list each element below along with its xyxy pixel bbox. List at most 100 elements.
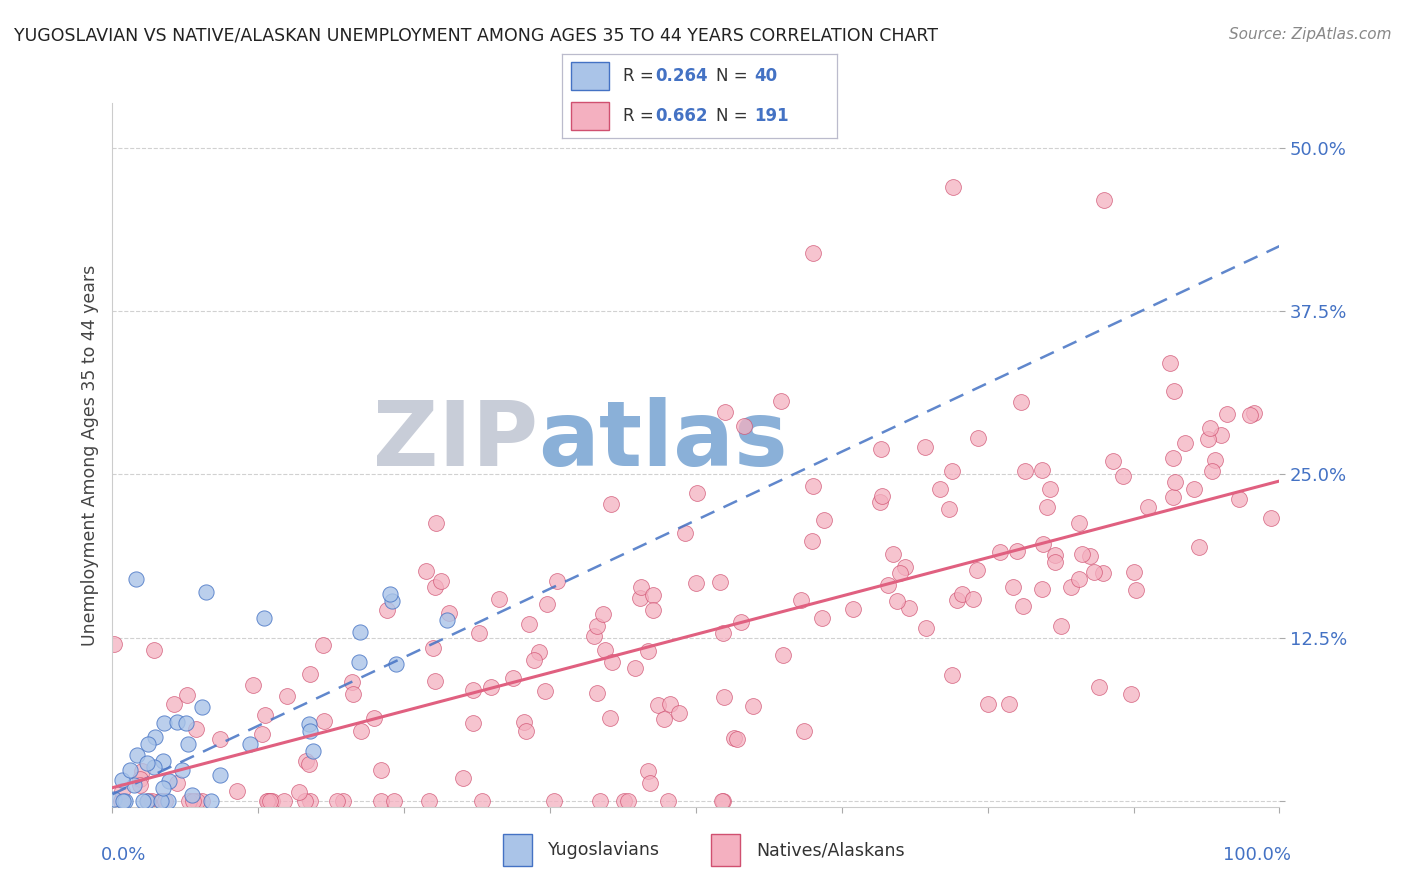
Point bbox=[110, 773, 132, 788]
Point bbox=[1005, 544, 1028, 558]
Point bbox=[152, 780, 174, 795]
Point bbox=[208, 768, 231, 782]
Point bbox=[585, 686, 607, 700]
Point bbox=[641, 588, 664, 602]
Point bbox=[253, 611, 276, 625]
Point bbox=[652, 712, 675, 726]
Point bbox=[176, 689, 198, 703]
Point bbox=[536, 597, 558, 611]
Point bbox=[451, 771, 474, 785]
Text: R =: R = bbox=[623, 107, 659, 125]
Point bbox=[1001, 580, 1024, 594]
Point bbox=[599, 497, 621, 511]
Text: N =: N = bbox=[716, 107, 752, 125]
Point bbox=[128, 772, 150, 786]
Point bbox=[1199, 421, 1222, 435]
Point bbox=[711, 626, 734, 640]
Point bbox=[436, 614, 458, 628]
Point bbox=[1163, 451, 1185, 466]
Point bbox=[111, 784, 134, 798]
Point bbox=[543, 794, 565, 808]
Point bbox=[342, 687, 364, 701]
Point bbox=[583, 629, 606, 643]
Point bbox=[769, 393, 792, 408]
Point bbox=[1088, 681, 1111, 695]
Text: N =: N = bbox=[716, 68, 752, 86]
Point bbox=[174, 715, 197, 730]
Point bbox=[186, 794, 208, 808]
Point bbox=[301, 744, 323, 758]
Point bbox=[166, 776, 188, 790]
Point bbox=[647, 698, 669, 713]
Point bbox=[163, 698, 186, 712]
Point bbox=[294, 794, 316, 808]
Point bbox=[502, 671, 524, 685]
Point bbox=[988, 545, 1011, 559]
Point bbox=[381, 594, 404, 608]
Point bbox=[929, 483, 952, 497]
Point bbox=[898, 600, 921, 615]
Point bbox=[200, 794, 222, 808]
Point bbox=[513, 715, 536, 730]
Point bbox=[657, 794, 679, 808]
Point bbox=[294, 754, 316, 768]
Point bbox=[384, 794, 406, 808]
Point bbox=[813, 513, 835, 527]
Point bbox=[772, 648, 794, 663]
Point bbox=[1060, 581, 1083, 595]
Point bbox=[1227, 492, 1250, 507]
Point bbox=[1136, 500, 1159, 515]
Point bbox=[1067, 516, 1090, 530]
Point bbox=[157, 774, 180, 789]
Point bbox=[711, 794, 734, 808]
Point bbox=[191, 700, 214, 714]
Point bbox=[709, 574, 731, 589]
Point bbox=[1163, 490, 1185, 504]
Point bbox=[1123, 566, 1146, 580]
Point bbox=[686, 485, 709, 500]
Point bbox=[488, 592, 510, 607]
FancyBboxPatch shape bbox=[711, 835, 740, 865]
Point bbox=[1035, 500, 1057, 514]
Point bbox=[132, 794, 155, 808]
Point bbox=[950, 586, 973, 600]
Text: 0.264: 0.264 bbox=[655, 68, 709, 86]
Point bbox=[288, 785, 311, 799]
Point bbox=[375, 603, 398, 617]
Point bbox=[889, 566, 911, 580]
Point bbox=[938, 502, 960, 516]
Point bbox=[415, 564, 437, 578]
Point bbox=[179, 794, 201, 808]
Point bbox=[298, 716, 321, 731]
Point bbox=[250, 727, 273, 741]
Point bbox=[595, 643, 617, 657]
Point bbox=[1188, 540, 1211, 554]
Point bbox=[120, 763, 142, 777]
Point bbox=[637, 764, 659, 778]
Point bbox=[150, 794, 173, 808]
Point bbox=[945, 593, 967, 607]
Text: Yugoslavians: Yugoslavians bbox=[548, 841, 659, 859]
Point bbox=[114, 794, 136, 808]
Point bbox=[380, 586, 402, 600]
Point bbox=[877, 577, 900, 591]
Point bbox=[314, 714, 336, 729]
Point bbox=[966, 563, 988, 577]
Point bbox=[641, 603, 664, 617]
Point bbox=[254, 708, 277, 723]
Point bbox=[1045, 555, 1067, 569]
Point bbox=[1174, 436, 1197, 450]
Point bbox=[967, 431, 990, 445]
Point bbox=[124, 778, 146, 792]
Point bbox=[156, 794, 179, 808]
Text: R =: R = bbox=[623, 68, 659, 86]
Point bbox=[181, 794, 204, 808]
Point bbox=[239, 737, 262, 751]
Point bbox=[131, 764, 153, 778]
Point bbox=[143, 730, 166, 744]
Point bbox=[1070, 547, 1092, 561]
Point bbox=[1014, 465, 1036, 479]
Point bbox=[1239, 408, 1261, 422]
Point bbox=[273, 794, 295, 808]
Point bbox=[142, 760, 165, 774]
